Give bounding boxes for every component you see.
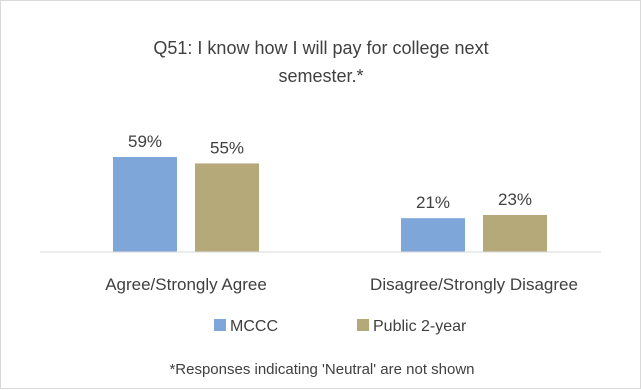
x-tick-label-disagree: Disagree/Strongly Disagree <box>370 275 578 294</box>
chart-title-line-1: Q51: I know how I will pay for college n… <box>153 38 488 58</box>
legend-swatch-mccc <box>214 319 226 331</box>
legend: MCCC Public 2-year <box>214 318 467 335</box>
bar-mccc-1 <box>401 218 465 252</box>
legend-label-public-2-year: Public 2-year <box>373 318 467 335</box>
data-label-mccc-1: 21% <box>416 193 450 212</box>
bar-public-2-year-0 <box>195 163 259 252</box>
x-tick-label-agree: Agree/Strongly Agree <box>105 275 267 294</box>
value-labels-group: 59% 21% 55% 23% <box>128 132 532 212</box>
data-label-public-2-year-0: 55% <box>210 138 244 157</box>
legend-label-mccc: MCCC <box>230 318 278 335</box>
legend-swatch-public-2-year <box>357 319 369 331</box>
bar-public-2-year-1 <box>483 214 547 252</box>
chart-title-line-2: semester.* <box>278 66 363 86</box>
data-label-public-2-year-1: 23% <box>498 190 532 209</box>
data-label-mccc-0: 59% <box>128 132 162 151</box>
footnote: *Responses indicating 'Neutral' are not … <box>169 361 474 378</box>
bars-group <box>113 157 547 252</box>
bar-mccc-0 <box>113 157 177 252</box>
